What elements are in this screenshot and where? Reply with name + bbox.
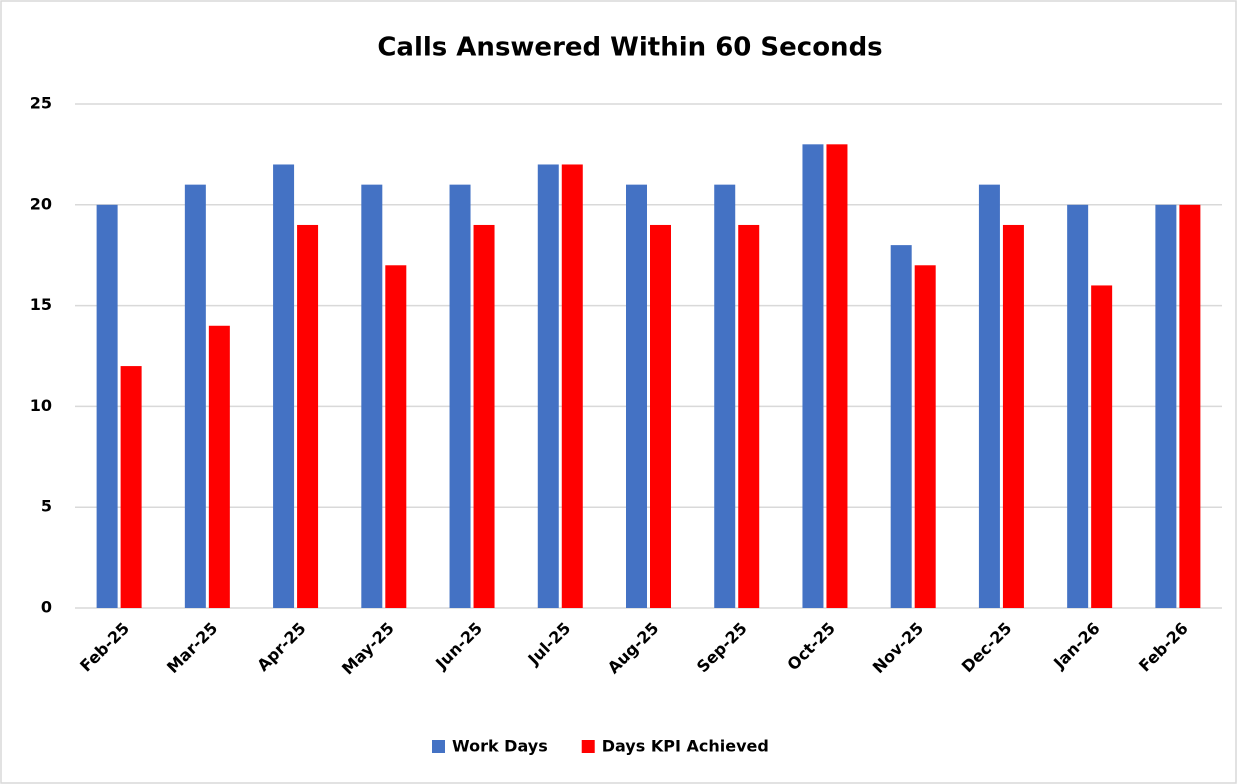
bar [826,144,848,608]
bar [626,184,647,608]
bar [361,184,383,608]
bar [714,184,736,608]
y-tick-label: 15 [30,295,52,314]
bar [385,265,407,608]
bar [802,144,824,608]
legend-label: Days KPI Achieved [602,737,769,756]
bar [914,265,936,608]
bar [184,184,206,608]
bar [1091,285,1113,608]
y-tick-label: 0 [41,598,52,617]
bar [273,164,295,609]
bar [537,164,559,609]
bar [473,224,495,608]
bar [738,224,760,608]
legend-label: Work Days [452,737,548,756]
bar [1067,204,1089,609]
y-tick-label: 5 [41,497,52,516]
bar [978,184,1000,608]
y-tick-label: 20 [30,194,52,213]
chart-title: Calls Answered Within 60 Seconds [377,33,882,63]
bar [890,245,912,608]
bar [449,184,471,608]
bar [96,204,118,609]
bar [1002,224,1024,608]
bar [120,366,142,608]
bar [208,325,230,608]
bar [561,164,583,609]
y-tick-label: 25 [30,94,52,113]
legend-swatch [432,740,445,753]
bar [1155,204,1177,609]
bar [1179,204,1201,609]
y-tick-label: 10 [30,396,52,415]
legend-swatch [581,740,595,753]
bar [297,224,319,608]
bar [650,224,671,608]
